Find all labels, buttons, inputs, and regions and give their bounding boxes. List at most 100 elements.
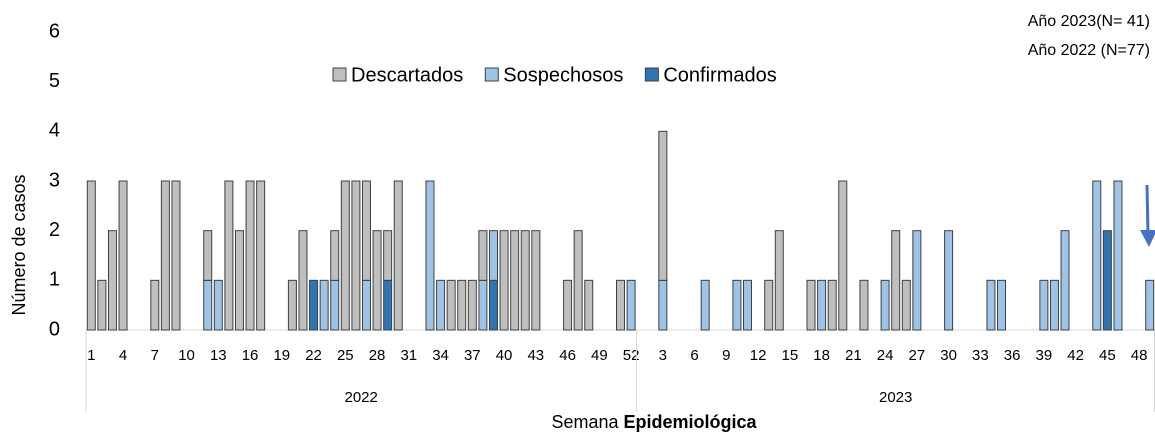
bar [626,279,636,331]
bar [1092,180,1102,331]
x-tick-label: 19 [273,347,290,364]
bar [383,230,393,281]
x-tick-label: 15 [782,347,799,364]
bar [488,279,498,331]
y-tick-label: 6 [49,20,60,42]
y-tick-label: 4 [49,120,60,142]
bar [997,279,1007,331]
bar [806,279,816,331]
x-tick-label: 28 [369,347,386,364]
bar [986,279,996,331]
bar [383,279,393,331]
x-tick-label: 42 [1067,347,1084,364]
bar [234,230,244,331]
bar [171,180,181,331]
bar [584,279,594,331]
bar [309,279,319,331]
x-tick-label: 7 [151,347,159,364]
bar [658,279,668,331]
x-axis-label-text: Semana [551,412,619,432]
x-tick-label: 10 [178,347,195,364]
bar [1145,279,1155,331]
bar [912,230,922,331]
bar [351,180,361,331]
bar [330,279,340,331]
bar [700,279,710,331]
x-tick-label: 37 [464,347,481,364]
bar [457,279,467,331]
bar [361,180,371,281]
x-tick-label: 22 [305,347,322,364]
bar [436,279,446,331]
y-tick-label: 2 [49,219,60,241]
bar [1049,279,1059,331]
bar [361,279,371,331]
bar [150,279,160,331]
y-tick-label: 5 [49,70,60,92]
bar [118,180,128,331]
x-tick-label: 24 [877,347,894,364]
legend-swatch [484,67,499,82]
group-label: 2023 [879,389,912,406]
x-tick-label: 43 [527,347,544,364]
bar [616,279,625,331]
bar [256,180,266,331]
bar [510,230,520,331]
bar [340,180,350,331]
x-tick-label: 25 [337,347,354,364]
bar [658,130,668,281]
x-axis-label: Semana Epidemiológica [551,412,757,432]
x-tick-label: 36 [1004,347,1021,364]
bar [901,279,911,331]
annotation: Año 2022 (N=77) [1028,42,1150,59]
y-axis-label: Número de casos [9,174,29,315]
bar [764,279,774,331]
bar [203,279,213,331]
bar [319,279,329,331]
bar [838,180,848,331]
bar [573,230,583,331]
y-tick-label: 0 [49,318,60,340]
x-tick-label: 4 [119,347,127,364]
bar [467,279,477,331]
bar [107,230,117,331]
x-tick-label: 39 [1036,347,1053,364]
bar [203,230,213,281]
bar [160,180,170,331]
x-axis-label-emphasis: Epidemiológica [624,412,758,432]
legend-label: Sospechosos [503,64,623,86]
y-tick-label: 3 [49,169,60,191]
x-tick-label: 30 [940,347,957,364]
bar [393,180,403,331]
bar [224,180,234,331]
bar [944,230,954,331]
x-tick-label: 48 [1131,347,1148,364]
bar [563,279,573,331]
bar [859,279,869,331]
bar [97,279,107,331]
bar [1060,230,1070,331]
x-tick-label: 21 [845,347,862,364]
legend-swatch [332,67,347,82]
x-tick-label: 9 [722,347,730,364]
bar [245,180,255,331]
y-tick-label: 1 [49,269,60,291]
bar [743,279,753,331]
x-tick-label: 46 [559,347,576,364]
bar [1102,230,1112,331]
annotation: Año 2023(N= 41) [1028,13,1150,30]
bar [86,180,96,331]
bar [817,279,827,331]
bar [330,230,340,281]
group-label: 2022 [345,389,378,406]
bar [478,279,488,331]
bar [1113,180,1123,331]
x-tick-label: 18 [813,347,830,364]
x-tick-label: 12 [750,347,767,364]
x-tick-label: 6 [690,347,698,364]
x-tick-label: 16 [242,347,259,364]
bar [287,279,297,331]
bar [880,279,890,331]
x-tick-label: 1 [87,347,95,364]
